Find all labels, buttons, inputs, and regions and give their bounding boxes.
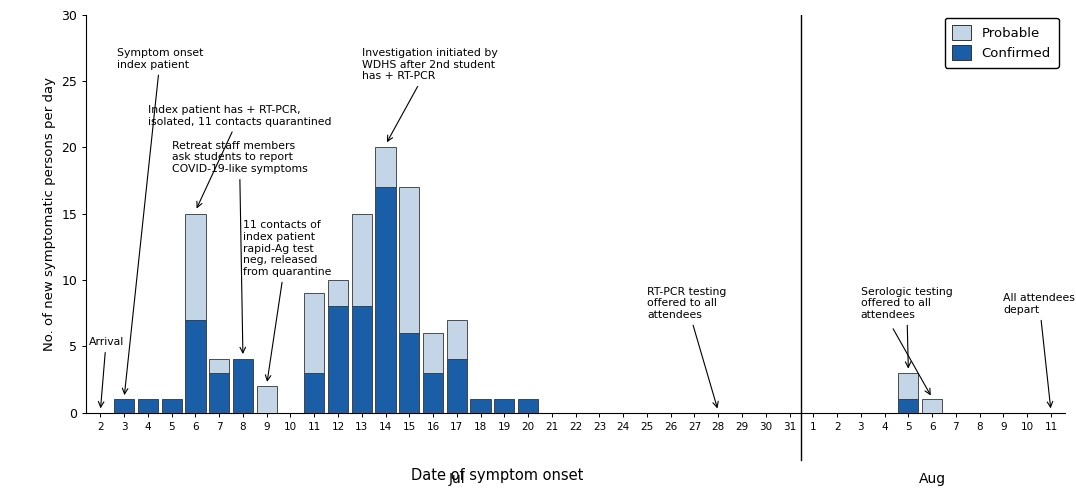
Bar xyxy=(328,307,349,413)
Bar xyxy=(922,399,943,413)
Bar xyxy=(447,359,467,413)
Bar xyxy=(232,359,253,413)
Bar xyxy=(256,386,277,413)
Bar xyxy=(138,399,158,413)
Text: Symptom onset
index patient: Symptom onset index patient xyxy=(117,48,203,394)
Y-axis label: No. of new symptomatic persons per day: No. of new symptomatic persons per day xyxy=(43,77,56,351)
Text: 11 contacts of
index patient
rapid-Ag test
neg, released
from quarantine: 11 contacts of index patient rapid-Ag te… xyxy=(243,220,331,381)
Bar xyxy=(447,320,467,359)
Bar xyxy=(470,399,491,413)
Bar xyxy=(376,187,396,413)
Bar xyxy=(185,214,206,320)
Bar xyxy=(376,148,396,187)
Text: Arrival: Arrival xyxy=(88,337,124,407)
Text: Serologic testing
offered to all
attendees: Serologic testing offered to all attende… xyxy=(861,287,952,367)
Bar xyxy=(518,399,538,413)
Bar xyxy=(305,293,324,373)
Text: All attendees
depart: All attendees depart xyxy=(1004,293,1075,407)
Bar xyxy=(352,307,372,413)
Bar xyxy=(328,280,349,307)
Bar xyxy=(114,399,134,413)
Bar xyxy=(185,320,206,413)
Bar xyxy=(352,214,372,307)
Bar xyxy=(209,359,229,373)
Text: Index patient has + RT-PCR,
isolated, 11 contacts quarantined: Index patient has + RT-PCR, isolated, 11… xyxy=(147,105,331,207)
Bar xyxy=(423,373,443,413)
Bar xyxy=(161,399,182,413)
Legend: Probable, Confirmed: Probable, Confirmed xyxy=(945,17,1059,68)
Bar xyxy=(898,399,919,413)
Bar xyxy=(305,373,324,413)
Text: Aug: Aug xyxy=(919,472,946,486)
Text: Date of symptom onset: Date of symptom onset xyxy=(411,468,583,483)
Text: Investigation initiated by
WDHS after 2nd student
has + RT-PCR: Investigation initiated by WDHS after 2n… xyxy=(362,48,497,141)
Bar xyxy=(494,399,514,413)
Text: RT-PCR testing
offered to all
attendees: RT-PCR testing offered to all attendees xyxy=(647,287,726,408)
Bar xyxy=(423,333,443,373)
Bar xyxy=(399,187,420,333)
Bar xyxy=(209,373,229,413)
Bar xyxy=(898,373,919,399)
Bar xyxy=(399,333,420,413)
Text: Retreat staff members
ask students to report
COVID-19-like symptoms: Retreat staff members ask students to re… xyxy=(172,141,308,353)
Text: Jul: Jul xyxy=(449,472,465,486)
